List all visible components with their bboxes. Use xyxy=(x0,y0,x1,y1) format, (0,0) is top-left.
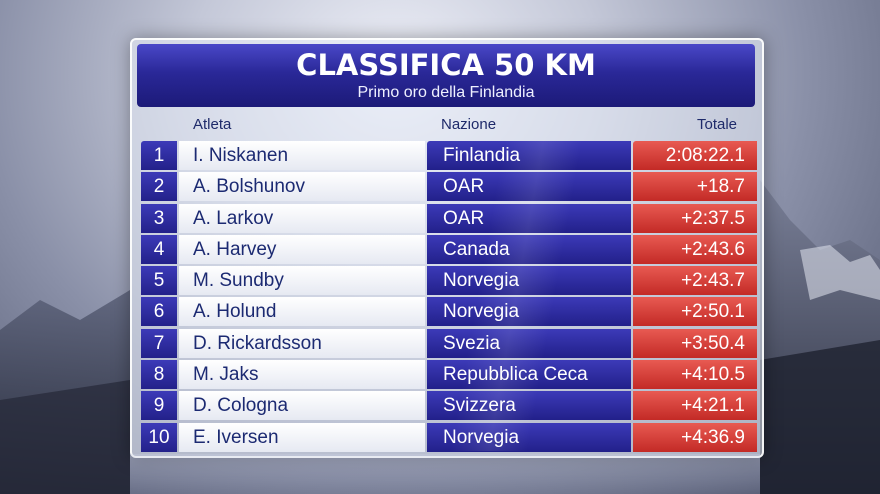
column-header-total: Totale xyxy=(697,116,738,133)
rank-cell: 2 xyxy=(141,172,177,202)
total-cell: +4:21.1 xyxy=(633,391,757,421)
total-cell: +4:10.5 xyxy=(633,360,757,390)
nation-cell: Svizzera xyxy=(427,391,631,421)
athlete-cell: E. Iversen xyxy=(179,422,425,452)
total-cell: +2:50.1 xyxy=(633,297,757,327)
rank-cell: 8 xyxy=(141,360,177,390)
table-row: 1 I. Niskanen Finlandia 2:08:22.1 xyxy=(141,140,757,171)
table-row: 4 A. Harvey Canada +2:43.6 xyxy=(141,234,757,265)
total-cell: 2:08:22.1 xyxy=(633,141,757,170)
athlete-cell: A. Larkov xyxy=(179,203,425,233)
table-row: 8 M. Jaks Repubblica Ceca +4:10.5 xyxy=(141,359,757,390)
table-row: 9 D. Cologna Svizzera +4:21.1 xyxy=(141,390,757,421)
nation-cell: OAR xyxy=(427,172,631,202)
athlete-cell: M. Sundby xyxy=(179,266,425,296)
athlete-cell: I. Niskanen xyxy=(179,141,425,170)
rank-cell: 6 xyxy=(141,297,177,327)
rank-cell: 3 xyxy=(141,203,177,233)
athlete-cell: A. Bolshunov xyxy=(179,172,425,202)
total-cell: +2:37.5 xyxy=(633,203,757,233)
table-row: 10 E. Iversen Norvegia +4:36.9 xyxy=(141,422,757,453)
rank-cell: 9 xyxy=(141,391,177,421)
athlete-cell: A. Holund xyxy=(179,297,425,327)
total-cell: +2:43.7 xyxy=(633,266,757,296)
standings-header: CLASSIFICA 50 KM Primo oro della Finland… xyxy=(137,44,755,107)
total-cell: +2:43.6 xyxy=(633,234,757,264)
athlete-cell: M. Jaks xyxy=(179,360,425,390)
rank-cell: 7 xyxy=(141,328,177,358)
page-subtitle: Primo oro della Finlandia xyxy=(357,84,535,101)
table-row: 5 M. Sundby Norvegia +2:43.7 xyxy=(141,265,757,296)
athlete-cell: D. Rickardsson xyxy=(179,328,425,358)
panel-reflection xyxy=(130,454,760,494)
table-row: 2 A. Bolshunov OAR +18.7 xyxy=(141,171,757,202)
table-row: 3 A. Larkov OAR +2:37.5 xyxy=(141,203,757,234)
nation-cell: Norvegia xyxy=(427,422,631,452)
standings-table: 1 I. Niskanen Finlandia 2:08:22.1 2 A. B… xyxy=(141,140,757,453)
nation-cell: Svezia xyxy=(427,328,631,358)
nation-cell: Finlandia xyxy=(427,141,631,170)
rank-cell: 5 xyxy=(141,266,177,296)
athlete-cell: A. Harvey xyxy=(179,234,425,264)
page-title: CLASSIFICA 50 KM xyxy=(296,48,596,82)
nation-cell: Canada xyxy=(427,234,631,264)
total-cell: +4:36.9 xyxy=(633,422,757,452)
rank-cell: 10 xyxy=(141,422,177,452)
column-header-nation: Nazione xyxy=(441,116,497,133)
nation-cell: OAR xyxy=(427,203,631,233)
nation-cell: Norvegia xyxy=(427,297,631,327)
table-row: 6 A. Holund Norvegia +2:50.1 xyxy=(141,296,757,327)
rank-cell: 1 xyxy=(141,141,177,170)
table-row: 7 D. Rickardsson Svezia +3:50.4 xyxy=(141,328,757,359)
total-cell: +3:50.4 xyxy=(633,328,757,358)
nation-cell: Repubblica Ceca xyxy=(427,360,631,390)
athlete-cell: D. Cologna xyxy=(179,391,425,421)
column-header-athlete: Atleta xyxy=(193,116,232,133)
total-cell: +18.7 xyxy=(633,172,757,202)
rank-cell: 4 xyxy=(141,234,177,264)
nation-cell: Norvegia xyxy=(427,266,631,296)
